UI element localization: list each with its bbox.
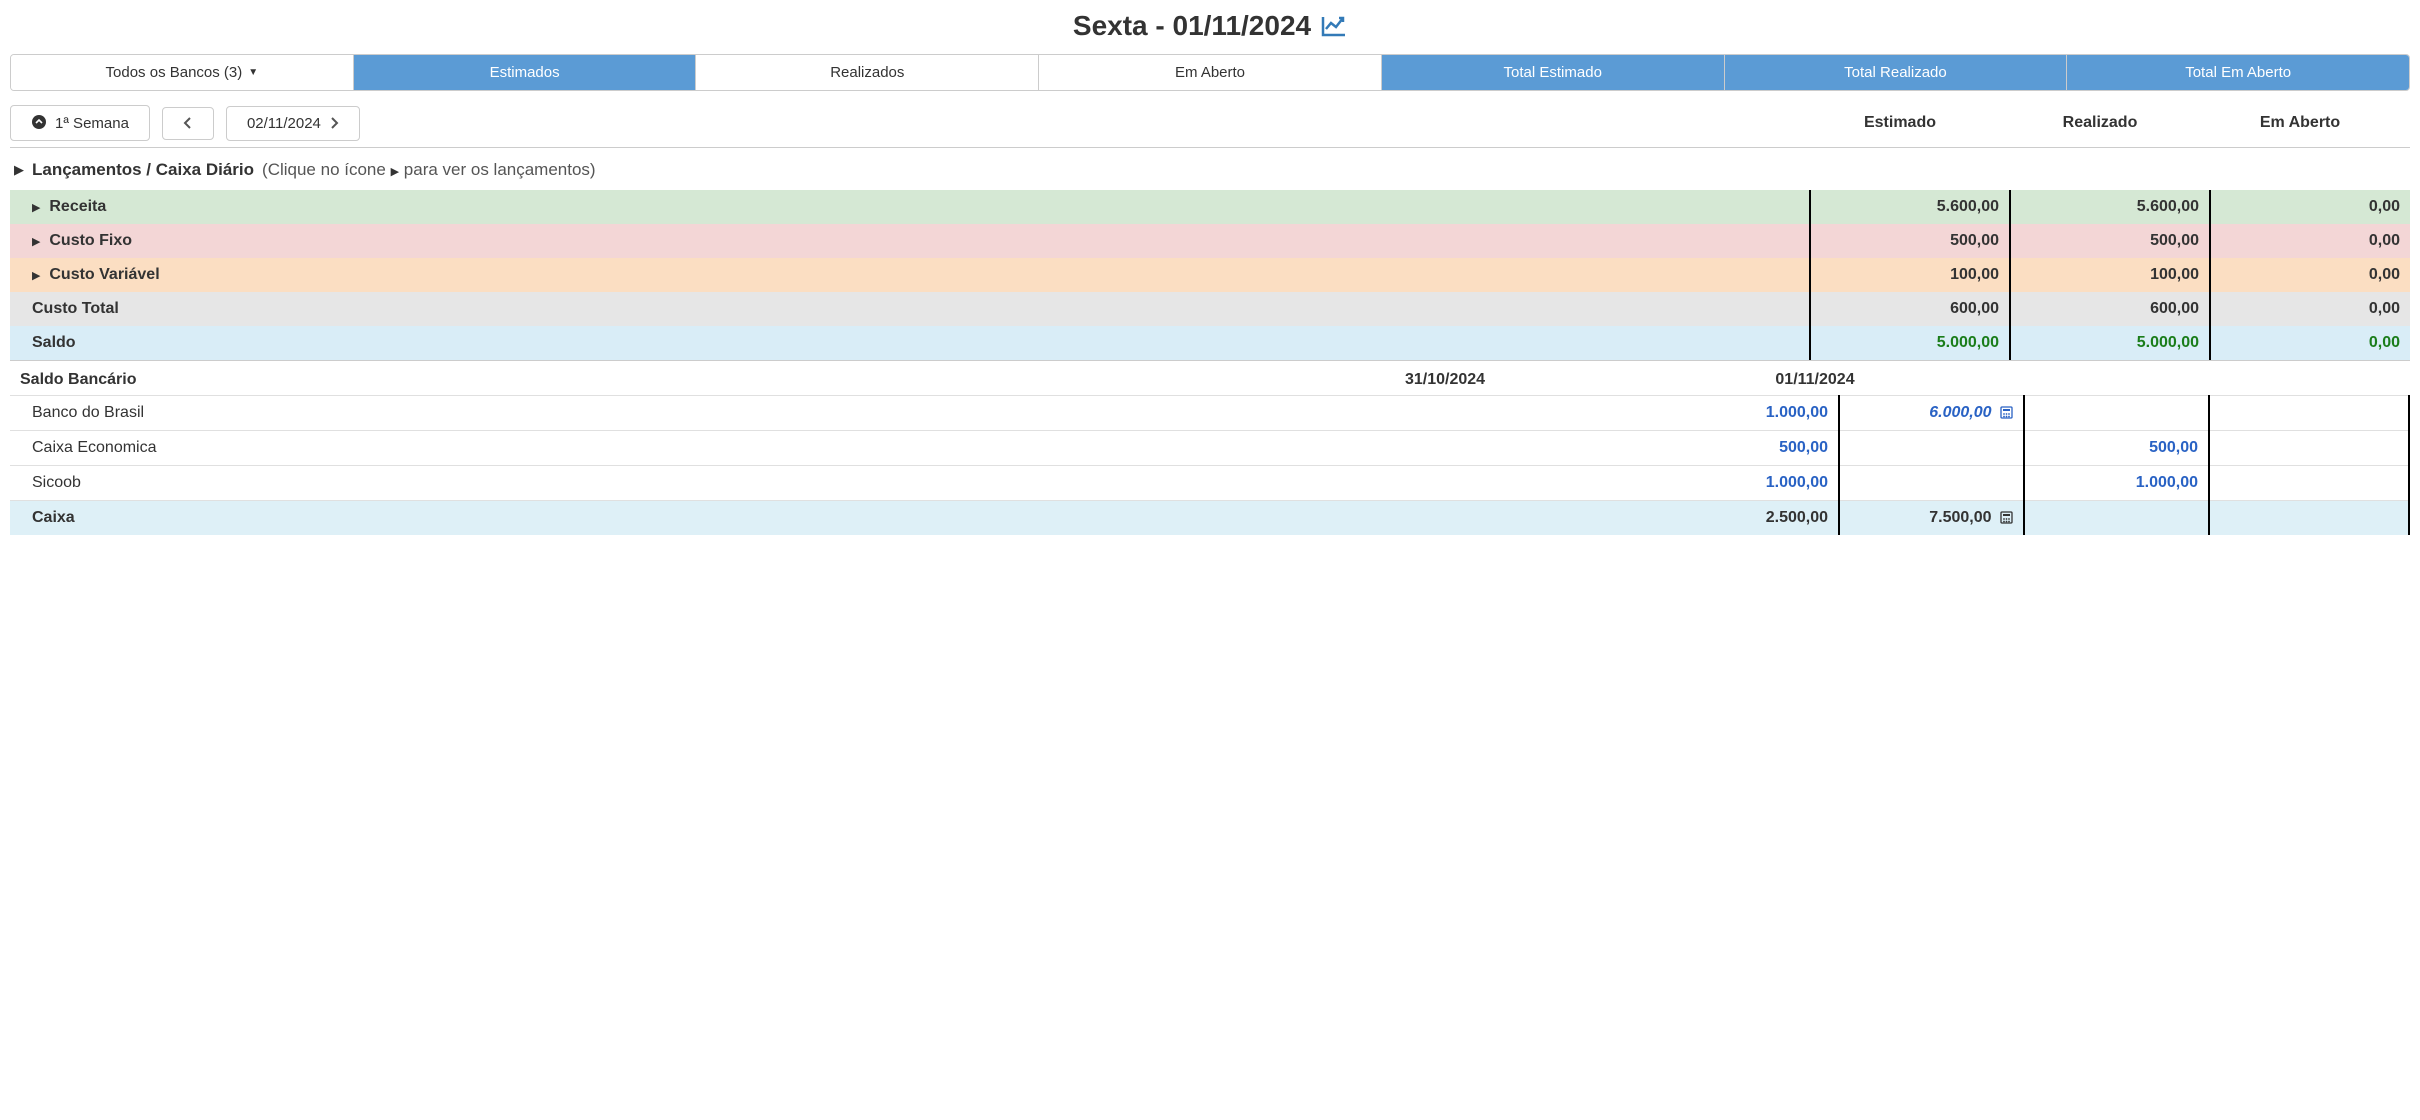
week-label: 1ª Semana <box>55 115 129 132</box>
bank-realizado[interactable]: 1.000,00 <box>2024 466 2209 501</box>
chart-line-icon[interactable] <box>1321 10 1347 42</box>
bank-em-aberto <box>2209 431 2409 466</box>
bank-curr-value[interactable] <box>1839 466 2024 501</box>
summary-table: ▶ Receita 5.600,00 5.600,00 0,00 ▶ Custo… <box>10 190 2410 360</box>
col-header-em-aberto: Em Aberto <box>2210 114 2410 132</box>
bank-date-curr: 01/11/2024 <box>1630 371 2000 389</box>
next-date-label: 02/11/2024 <box>247 115 321 132</box>
receita-estimado: 5.600,00 <box>1810 190 2010 224</box>
total-estimado-button[interactable]: Total Estimado <box>1382 55 1725 90</box>
custo-variavel-estimado: 100,00 <box>1810 258 2010 292</box>
bank-row: Banco do Brasil 1.000,00 6.000,00 <box>10 396 2409 431</box>
bank-name: Caixa Economica <box>10 431 1654 466</box>
receita-realizado: 5.600,00 <box>2010 190 2210 224</box>
custo-total-estimado: 600,00 <box>1810 292 2010 326</box>
col-header-estimado: Estimado <box>1810 114 2010 132</box>
custo-fixo-realizado: 500,00 <box>2010 224 2210 258</box>
row-saldo: Saldo 5.000,00 5.000,00 0,00 <box>10 326 2410 360</box>
bank-date-prev: 31/10/2024 <box>1260 371 1630 389</box>
receita-em-aberto: 0,00 <box>2210 190 2410 224</box>
custo-fixo-label: Custo Fixo <box>49 232 132 249</box>
bank-curr-value[interactable] <box>1839 431 2024 466</box>
bank-row: Sicoob 1.000,00 1.000,00 <box>10 466 2409 501</box>
row-custo-variavel[interactable]: ▶ Custo Variável 100,00 100,00 0,00 <box>10 258 2410 292</box>
custo-total-label: Custo Total <box>10 292 1810 326</box>
banks-dropdown[interactable]: Todos os Bancos (3) ▼ <box>11 55 354 90</box>
filter-toolbar: Todos os Bancos (3) ▼ Estimados Realizad… <box>10 54 2410 91</box>
caret-right-icon: ▶ <box>32 270 40 282</box>
custo-fixo-estimado: 500,00 <box>1810 224 2010 258</box>
page-title-text: Sexta - 01/11/2024 <box>1073 10 1311 42</box>
prev-day-button[interactable] <box>162 107 214 140</box>
bank-em-aberto <box>2209 396 2409 431</box>
calculator-icon <box>2000 404 2013 420</box>
bank-name: Sicoob <box>10 466 1654 501</box>
tab-em-aberto[interactable]: Em Aberto <box>1039 55 1382 90</box>
calculator-icon <box>2000 509 2013 525</box>
caret-right-icon: ▶ <box>14 162 24 178</box>
bank-realizado[interactable]: 500,00 <box>2024 431 2209 466</box>
bank-name: Banco do Brasil <box>10 396 1654 431</box>
total-em-aberto-button[interactable]: Total Em Aberto <box>2067 55 2409 90</box>
tab-realizados[interactable]: Realizados <box>696 55 1039 90</box>
bank-balance-header: Saldo Bancário 31/10/2024 01/11/2024 <box>10 360 2410 395</box>
bank-table: Banco do Brasil 1.000,00 6.000,00 Caixa … <box>10 395 2410 535</box>
caret-right-icon: ▶ <box>391 166 399 178</box>
saldo-realizado: 5.000,00 <box>2010 326 2210 360</box>
saldo-bancario-title: Saldo Bancário <box>20 371 1260 389</box>
caret-right-icon: ▶ <box>32 202 40 214</box>
date-nav-bar: 1ª Semana 02/11/2024 Estimado Realizado … <box>10 105 2410 141</box>
bank-realizado <box>2024 396 2209 431</box>
chevron-up-circle-icon <box>31 114 47 132</box>
banks-dropdown-label: Todos os Bancos (3) <box>106 64 243 81</box>
column-headers: Estimado Realizado Em Aberto <box>1810 114 2410 132</box>
caret-right-icon: ▶ <box>32 236 40 248</box>
bank-row: Caixa Economica 500,00 500,00 <box>10 431 2409 466</box>
custo-variavel-realizado: 100,00 <box>2010 258 2210 292</box>
row-receita[interactable]: ▶ Receita 5.600,00 5.600,00 0,00 <box>10 190 2410 224</box>
caixa-prev: 2.500,00 <box>1654 501 1839 536</box>
tab-estimados[interactable]: Estimados <box>354 55 697 90</box>
bank-prev-value[interactable]: 500,00 <box>1654 431 1839 466</box>
receita-label: Receita <box>49 198 106 215</box>
bank-row-caixa: Caixa 2.500,00 7.500,00 <box>10 501 2409 536</box>
chevron-right-icon <box>329 116 339 131</box>
custo-fixo-em-aberto: 0,00 <box>2210 224 2410 258</box>
lancamentos-title: Lançamentos / Caixa Diário <box>32 160 254 180</box>
bank-prev-value[interactable]: 1.000,00 <box>1654 396 1839 431</box>
divider <box>10 147 2410 148</box>
saldo-estimado: 5.000,00 <box>1810 326 2010 360</box>
caixa-realizado <box>2024 501 2209 536</box>
week-collapse-button[interactable]: 1ª Semana <box>10 105 150 141</box>
caret-down-icon: ▼ <box>248 67 258 78</box>
bank-curr-value[interactable]: 6.000,00 <box>1839 396 2024 431</box>
lancamentos-header[interactable]: ▶ Lançamentos / Caixa Diário (Clique no … <box>10 154 2410 190</box>
row-custo-fixo[interactable]: ▶ Custo Fixo 500,00 500,00 0,00 <box>10 224 2410 258</box>
bank-em-aberto <box>2209 466 2409 501</box>
page-title: Sexta - 01/11/2024 <box>1073 10 1347 42</box>
saldo-label: Saldo <box>10 326 1810 360</box>
custo-total-em-aberto: 0,00 <box>2210 292 2410 326</box>
caixa-curr: 7.500,00 <box>1839 501 2024 536</box>
row-custo-total: Custo Total 600,00 600,00 0,00 <box>10 292 2410 326</box>
caixa-em-aberto <box>2209 501 2409 536</box>
custo-total-realizado: 600,00 <box>2010 292 2210 326</box>
bank-prev-value[interactable]: 1.000,00 <box>1654 466 1839 501</box>
caixa-label: Caixa <box>10 501 1654 536</box>
next-day-button[interactable]: 02/11/2024 <box>226 106 360 141</box>
custo-variavel-em-aberto: 0,00 <box>2210 258 2410 292</box>
custo-variavel-label: Custo Variável <box>49 266 159 283</box>
col-header-realizado: Realizado <box>2010 114 2210 132</box>
total-realizado-button[interactable]: Total Realizado <box>1725 55 2068 90</box>
lancamentos-hint: (Clique no ícone ▶ para ver os lançament… <box>262 160 596 180</box>
saldo-em-aberto: 0,00 <box>2210 326 2410 360</box>
chevron-left-icon <box>183 116 193 131</box>
